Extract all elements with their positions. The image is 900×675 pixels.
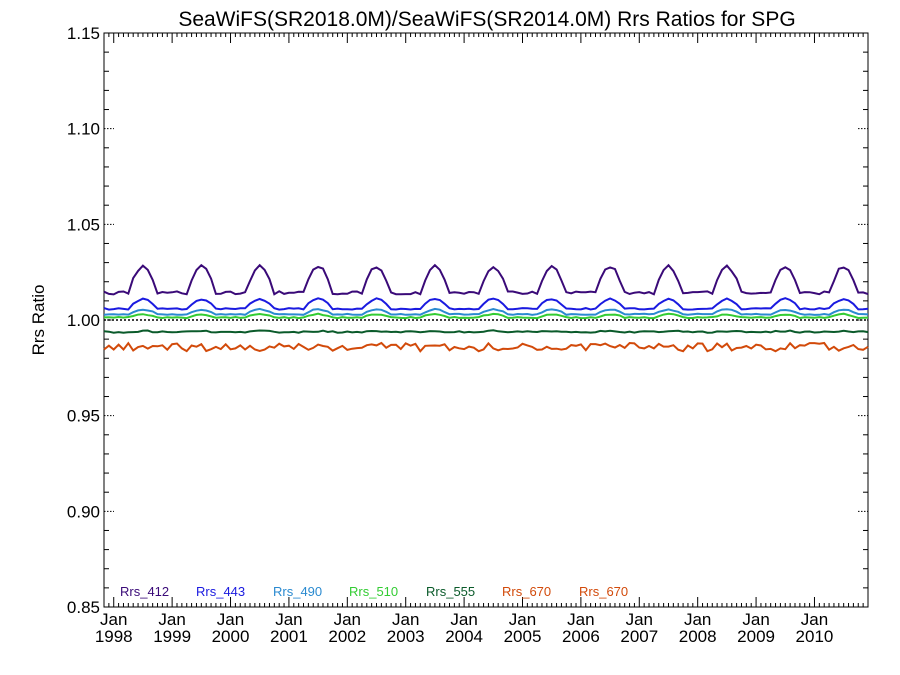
chart-title: SeaWiFS(SR2018.0M)/SeaWiFS(SR2014.0M) Rr… <box>178 8 795 31</box>
x-tick-label: Jan <box>158 610 185 629</box>
x-tick-label: Jan <box>684 610 711 629</box>
x-tick-label: 2008 <box>679 627 717 646</box>
series-line-rrs-670 <box>103 341 869 353</box>
y-axis-label: Rrs Ratio <box>29 285 48 356</box>
series-lines <box>103 263 869 353</box>
x-tick-label: Jan <box>450 610 477 629</box>
x-tick-label: 2006 <box>562 627 600 646</box>
x-tick-label: 2005 <box>504 627 542 646</box>
x-tick-label: Jan <box>100 610 127 629</box>
legend-item: Rrs_555 <box>426 584 475 599</box>
x-tick-label: 2003 <box>387 627 425 646</box>
series-line-rrs-555 <box>103 329 869 334</box>
series-line-rrs-510 <box>103 312 869 320</box>
series-line-rrs-490 <box>103 307 869 316</box>
series-line-rrs-412 <box>103 263 869 296</box>
legend-item: Rrs_510 <box>349 584 398 599</box>
x-tick-label: Jan <box>567 610 594 629</box>
x-tick-label: Jan <box>626 610 653 629</box>
y-tick-label: 1.00 <box>67 311 100 330</box>
legend-item: Rrs_670 <box>502 584 551 599</box>
legend: Rrs_412 Rrs_443 Rrs_490 Rrs_510 Rrs_555 Rrs_6… <box>120 584 628 599</box>
x-tick-label: 2007 <box>620 627 658 646</box>
axes: 0.850.900.951.001.051.101.15Jan1998Jan19… <box>67 24 869 646</box>
legend-item: Rrs_412 <box>120 584 169 599</box>
x-tick-label: Jan <box>392 610 419 629</box>
y-tick-label: 1.15 <box>67 24 100 43</box>
x-tick-label: 2000 <box>212 627 250 646</box>
x-tick-label: 2001 <box>270 627 308 646</box>
x-tick-label: Jan <box>275 610 302 629</box>
legend-item: Rrs_670 <box>579 584 628 599</box>
x-tick-label: Jan <box>217 610 244 629</box>
x-tick-label: Jan <box>801 610 828 629</box>
y-tick-label: 1.05 <box>67 215 100 234</box>
x-tick-label: 2009 <box>737 627 775 646</box>
x-tick-label: 1998 <box>95 627 133 646</box>
y-tick-label: 0.90 <box>67 502 100 521</box>
x-tick-label: 1999 <box>153 627 191 646</box>
y-tick-label: 0.95 <box>67 407 100 426</box>
x-tick-label: 2004 <box>445 627 483 646</box>
x-tick-label: Jan <box>742 610 769 629</box>
legend-item: Rrs_490 <box>273 584 322 599</box>
x-tick-label: Jan <box>334 610 361 629</box>
y-tick-label: 1.10 <box>67 120 100 139</box>
x-tick-label: Jan <box>509 610 536 629</box>
series-line-rrs-443 <box>103 297 869 311</box>
y-tick-label: 0.85 <box>67 598 100 617</box>
x-tick-label: 2010 <box>796 627 834 646</box>
legend-item: Rrs_443 <box>196 584 245 599</box>
x-tick-label: 2002 <box>328 627 366 646</box>
